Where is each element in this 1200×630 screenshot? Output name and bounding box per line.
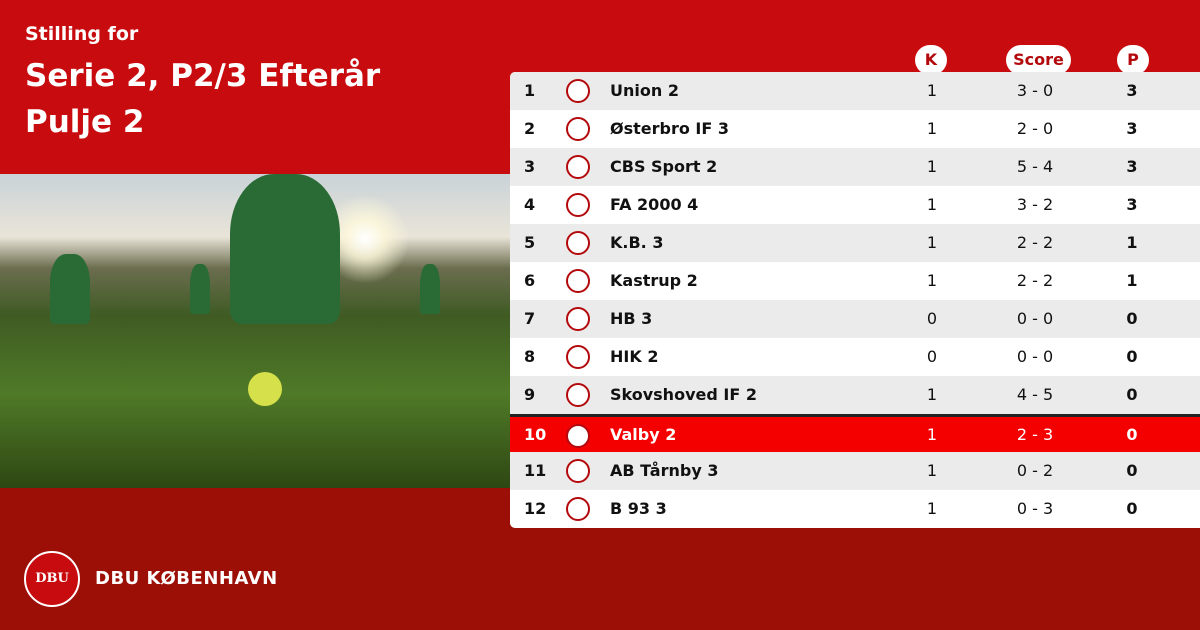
position: 7: [524, 309, 536, 328]
matches-played: 1: [926, 425, 938, 444]
brand-name: DBU KØBENHAVN: [95, 568, 278, 589]
club-logo-icon: [566, 424, 590, 448]
page-title: Serie 2, P2/3 Efterår: [25, 58, 381, 94]
position: 1: [524, 81, 536, 100]
score: 5 - 4: [1016, 157, 1054, 176]
team-name: CBS Sport 2: [610, 157, 718, 176]
table-row: 1 Union 2 1 3 - 0 3: [510, 72, 1200, 110]
points: 3: [1126, 195, 1138, 214]
column-header-score: Score: [1006, 45, 1071, 75]
position: 8: [524, 347, 536, 366]
matches-played: 1: [926, 81, 938, 100]
points: 3: [1126, 81, 1138, 100]
club-logo-icon: [566, 269, 590, 293]
score: 2 - 2: [1016, 233, 1054, 252]
score: 0 - 2: [1016, 461, 1054, 480]
position: 3: [524, 157, 536, 176]
club-logo-icon: [566, 155, 590, 179]
club-logo-icon: [566, 231, 590, 255]
points: 0: [1126, 425, 1138, 444]
score: 2 - 3: [1016, 425, 1054, 444]
team-name: Skovshoved IF 2: [610, 385, 757, 404]
club-logo-icon: [566, 193, 590, 217]
table-row: 9 Skovshoved IF 2 1 4 - 5 0: [510, 376, 1200, 414]
matches-played: 1: [926, 119, 938, 138]
team-name: Valby 2: [610, 425, 677, 444]
club-logo-icon: [566, 459, 590, 483]
table-row: 5 K.B. 3 1 2 - 2 1: [510, 224, 1200, 262]
subtitle: Stilling for: [25, 23, 139, 45]
club-logo-icon: [566, 307, 590, 331]
score: 2 - 2: [1016, 271, 1054, 290]
position: 4: [524, 195, 536, 214]
team-name: HB 3: [610, 309, 653, 328]
matches-played: 1: [926, 499, 938, 518]
team-name: Østerbro IF 3: [610, 119, 730, 138]
team-name: Kastrup 2: [610, 271, 698, 290]
table-row: 8 HIK 2 0 0 - 0 0: [510, 338, 1200, 376]
table-row: 12 B 93 3 1 0 - 3 0: [510, 490, 1200, 528]
team-name: HIK 2: [610, 347, 659, 366]
points: 0: [1126, 385, 1138, 404]
table-row: 10 Valby 2 1 2 - 3 0: [510, 414, 1200, 452]
points: 0: [1126, 309, 1138, 328]
team-name: Union 2: [610, 81, 679, 100]
position: 9: [524, 385, 536, 404]
score: 0 - 0: [1016, 347, 1054, 366]
club-logo-icon: [566, 117, 590, 141]
club-logo-icon: [566, 79, 590, 103]
points: 3: [1126, 157, 1138, 176]
table-row: 2 Østerbro IF 3 1 2 - 0 3: [510, 110, 1200, 148]
score: 0 - 3: [1016, 499, 1054, 518]
score: 3 - 0: [1016, 81, 1054, 100]
points: 0: [1126, 461, 1138, 480]
score: 3 - 2: [1016, 195, 1054, 214]
points: 3: [1126, 119, 1138, 138]
position: 6: [524, 271, 536, 290]
matches-played: 1: [926, 157, 938, 176]
team-name: FA 2000 4: [610, 195, 699, 214]
club-logo-icon: [566, 497, 590, 521]
position: 11: [524, 461, 547, 480]
matches-played: 1: [926, 195, 938, 214]
football-photo: [0, 174, 510, 488]
table-row: 3 CBS Sport 2 1 5 - 4 3: [510, 148, 1200, 186]
points: 0: [1126, 347, 1138, 366]
points: 1: [1126, 271, 1138, 290]
matches-played: 1: [926, 233, 938, 252]
points: 1: [1126, 233, 1138, 252]
matches-played: 1: [926, 461, 938, 480]
matches-played: 0: [926, 309, 938, 328]
column-header-p: P: [1117, 45, 1149, 75]
position: 2: [524, 119, 536, 138]
dbu-logo: DBU: [24, 551, 80, 607]
points: 0: [1126, 499, 1138, 518]
position: 5: [524, 233, 536, 252]
position: 12: [524, 499, 547, 518]
matches-played: 1: [926, 385, 938, 404]
team-name: B 93 3: [610, 499, 667, 518]
column-header-k: K: [915, 45, 947, 75]
club-logo-icon: [566, 345, 590, 369]
matches-played: 1: [926, 271, 938, 290]
score: 4 - 5: [1016, 385, 1054, 404]
score: 0 - 0: [1016, 309, 1054, 328]
table-row: 7 HB 3 0 0 - 0 0: [510, 300, 1200, 338]
team-name: K.B. 3: [610, 233, 664, 252]
team-name: AB Tårnby 3: [610, 461, 719, 480]
score: 2 - 0: [1016, 119, 1054, 138]
table-row: 6 Kastrup 2 1 2 - 2 1: [510, 262, 1200, 300]
football: [248, 372, 282, 406]
table-row: 11 AB Tårnby 3 1 0 - 2 0: [510, 452, 1200, 490]
position: 10: [524, 425, 547, 444]
table-row: 4 FA 2000 4 1 3 - 2 3: [510, 186, 1200, 224]
matches-played: 0: [926, 347, 938, 366]
page-title-pool: Pulje 2: [25, 104, 145, 140]
club-logo-icon: [566, 383, 590, 407]
